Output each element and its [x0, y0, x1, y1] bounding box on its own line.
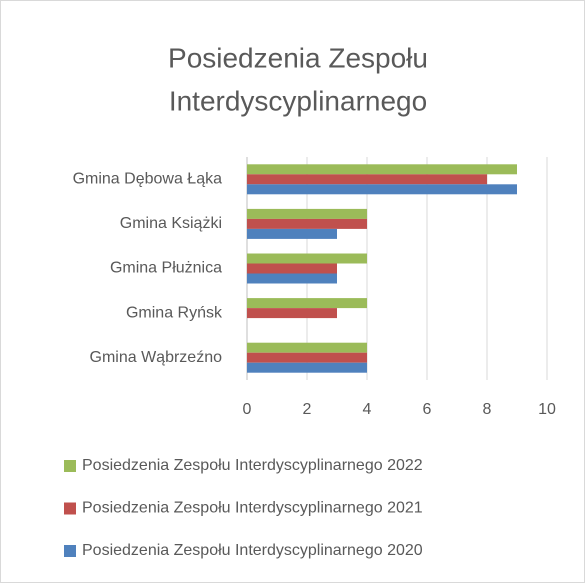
bar	[247, 362, 367, 373]
chart-title: Posiedzenia Zespołu	[168, 42, 428, 73]
x-tick-label: 8	[483, 401, 492, 418]
x-tick-label: 2	[303, 401, 312, 418]
legend-label: Posiedzenia Zespołu Interdyscyplinarnego…	[82, 457, 423, 474]
bar	[247, 174, 487, 185]
legend-swatch	[64, 502, 76, 515]
legend-label: Posiedzenia Zespołu Interdyscyplinarnego…	[82, 542, 423, 559]
y-tick-label: Gmina Dębowa Łąka	[73, 171, 223, 188]
legend-swatch	[64, 545, 76, 557]
bar	[247, 342, 367, 353]
chart-title: Interdyscyplinarnego	[169, 85, 427, 116]
x-tick-label: 6	[423, 401, 432, 418]
y-tick-label: Gmina Książki	[120, 215, 222, 232]
bar	[247, 308, 337, 319]
bar	[247, 184, 517, 195]
x-tick-label: 10	[538, 401, 556, 418]
bar	[247, 273, 337, 284]
legend-swatch	[64, 460, 76, 472]
bar	[247, 228, 337, 239]
x-tick-label: 0	[243, 401, 252, 418]
bar	[247, 352, 367, 363]
bar	[247, 218, 367, 229]
bar	[247, 253, 367, 264]
bar	[247, 263, 337, 274]
y-tick-label: Gmina Płużnica	[110, 260, 222, 277]
bar	[247, 164, 517, 175]
bar	[247, 298, 367, 309]
x-tick-label: 4	[363, 401, 372, 418]
y-tick-label: Gmina Wąbrzeźno	[90, 349, 223, 366]
y-tick-label: Gmina Ryńsk	[126, 304, 223, 321]
bar	[247, 208, 367, 219]
legend-label: Posiedzenia Zespołu Interdyscyplinarnego…	[82, 500, 423, 517]
